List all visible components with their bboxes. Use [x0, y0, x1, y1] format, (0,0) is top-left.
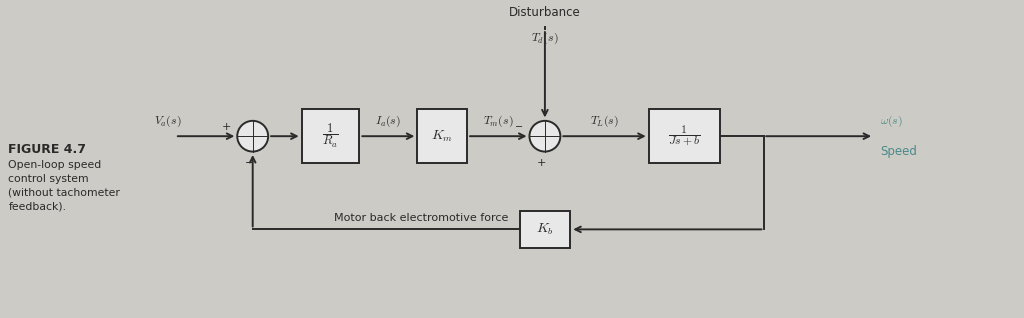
Text: $V_a(s)$: $V_a(s)$ [155, 114, 181, 129]
Text: $\omega(s)$: $\omega(s)$ [880, 114, 903, 129]
Text: $\dfrac{1}{Js+b}$: $\dfrac{1}{Js+b}$ [669, 124, 700, 148]
Text: $K_b$: $K_b$ [536, 222, 554, 237]
Text: +: + [222, 122, 231, 132]
Text: Motor back electromotive force: Motor back electromotive force [334, 213, 509, 224]
Text: Speed: Speed [880, 145, 916, 158]
FancyBboxPatch shape [648, 109, 721, 163]
Text: −: − [245, 157, 254, 168]
Text: $T_L(s)$: $T_L(s)$ [590, 114, 618, 129]
Text: Open-loop speed
control system
(without tachometer
feedback).: Open-loop speed control system (without … [8, 160, 120, 212]
Text: −: − [515, 122, 523, 132]
Circle shape [529, 121, 560, 152]
Text: $T_d(s)$: $T_d(s)$ [531, 31, 559, 46]
Text: $K_m$: $K_m$ [431, 128, 454, 144]
Circle shape [238, 121, 268, 152]
Text: $I_a(s)$: $I_a(s)$ [376, 114, 401, 129]
FancyBboxPatch shape [417, 109, 467, 163]
Text: +: + [538, 157, 547, 168]
FancyBboxPatch shape [520, 211, 569, 248]
FancyBboxPatch shape [302, 109, 359, 163]
Text: $\dfrac{1}{R_a}$: $\dfrac{1}{R_a}$ [322, 122, 339, 150]
Text: Disturbance: Disturbance [509, 6, 581, 19]
Text: $T_m(s)$: $T_m(s)$ [483, 114, 514, 129]
Text: FIGURE 4.7: FIGURE 4.7 [8, 143, 86, 156]
